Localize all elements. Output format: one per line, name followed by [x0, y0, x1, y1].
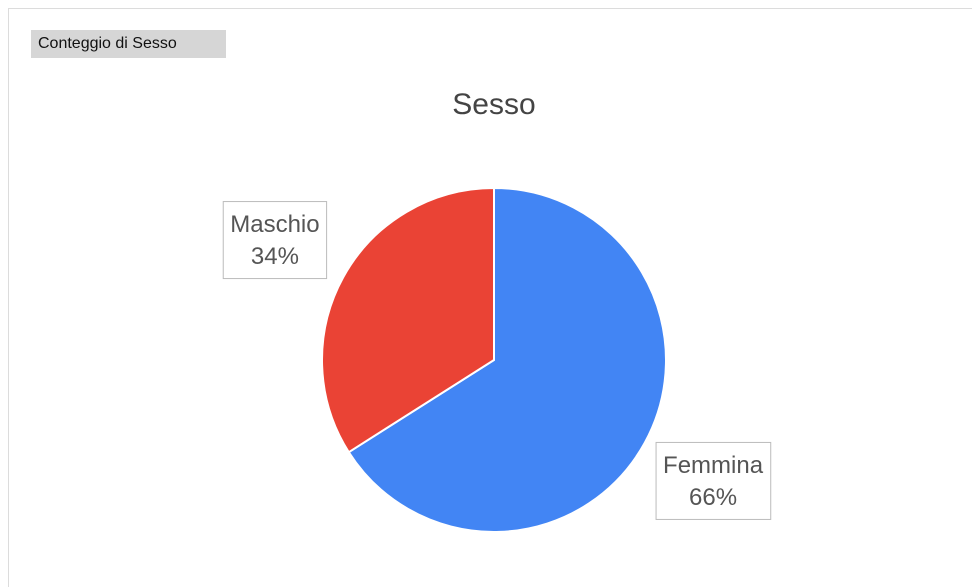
- pie-slice: [321, 186, 495, 454]
- slice-label-box: [655, 441, 772, 520]
- slice-label: Femmina 66%: [655, 441, 772, 520]
- chart-title: Sesso: [452, 88, 535, 121]
- panel-header: [31, 30, 226, 58]
- pie-slice: [347, 186, 668, 533]
- slice-label-value: 34%: [251, 243, 299, 270]
- slice-label-name: Maschio: [230, 211, 319, 238]
- panel-header-label: Conteggio di Sesso: [38, 35, 177, 52]
- slice-label-value: 66%: [689, 484, 737, 511]
- slice-label: Maschio 34%: [222, 201, 328, 280]
- slice-label-box: [222, 201, 328, 280]
- slice-label-name: Femmina: [663, 452, 764, 479]
